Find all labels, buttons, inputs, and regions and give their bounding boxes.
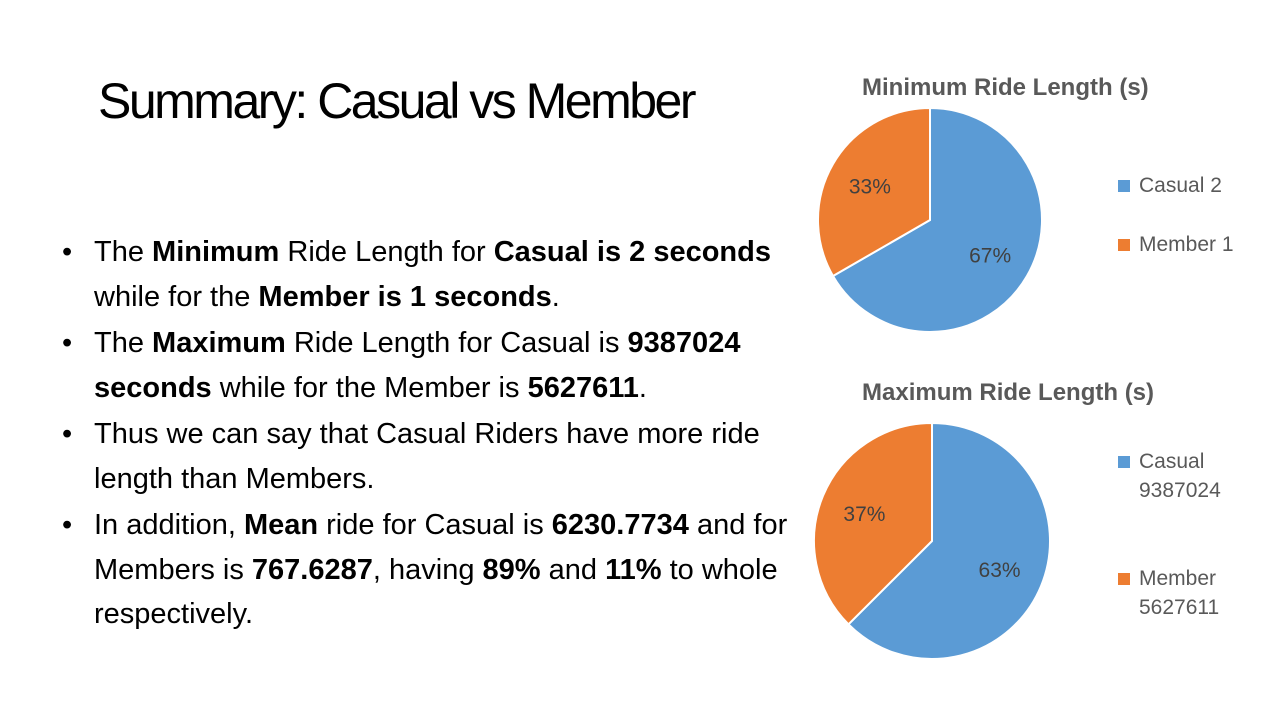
legend-label: Casual 9387024 xyxy=(1139,447,1221,505)
bullet-item: Thus we can say that Casual Riders have … xyxy=(60,412,800,501)
text-run: . xyxy=(638,371,647,404)
bold-text: 11% xyxy=(605,553,662,586)
text-run: . xyxy=(551,280,560,313)
pie-slice-casual xyxy=(847,421,1051,660)
text-run: Ride Length for xyxy=(279,236,494,268)
text-run: and xyxy=(540,553,606,586)
legend-text-line: 5627611 xyxy=(1139,596,1220,619)
text-run: , having xyxy=(372,553,483,586)
bold-text: Minimum xyxy=(152,236,280,268)
legend-text-line: 9387024 xyxy=(1139,479,1221,502)
chart-title: Minimum Ride Length (s) xyxy=(862,74,1149,101)
chart-title: Maximum Ride Length (s) xyxy=(862,379,1155,406)
text-run: and for Members is xyxy=(94,509,788,586)
text-run: while for the Member is xyxy=(211,371,528,404)
legend-label: Member 5627611 xyxy=(1139,564,1219,622)
legend-label: Casual 2 xyxy=(1139,171,1222,200)
pie-chart: 67% 33% xyxy=(817,106,1043,333)
bold-text: Maximum xyxy=(152,327,286,359)
bold-text: 6230.7734 xyxy=(551,509,689,541)
pie-chart: 63% 37% xyxy=(813,421,1051,660)
text-run: while for the xyxy=(94,280,259,313)
slice-data-label: 37% xyxy=(843,503,885,526)
text-run: ride for Casual is xyxy=(318,509,552,541)
legend-label: Member 1 xyxy=(1139,230,1234,259)
slide-title: Summary: Casual vs Member xyxy=(98,73,697,129)
slice-data-label: 33% xyxy=(849,175,891,198)
bold-text: 89% xyxy=(482,553,541,586)
legend-swatch-member xyxy=(1118,573,1130,585)
min-ride-length-chart: Minimum Ride Length (s) 67% 33% Casual 2 … xyxy=(800,60,1280,350)
legend-text-line: Member xyxy=(1139,567,1217,590)
bullet-item: The Minimum Ride Length for Casual is 2 … xyxy=(60,230,800,319)
bold-text: Member is 1 seconds xyxy=(258,280,552,313)
pie-slice-member xyxy=(817,106,931,278)
bold-text: 9387024 seconds xyxy=(94,327,741,404)
slice-data-label: 67% xyxy=(969,245,1011,268)
text-run: Ride Length for Casual is xyxy=(285,327,628,359)
text-run: The xyxy=(94,236,153,268)
bold-text: 5627611 xyxy=(527,371,639,404)
legend-swatch-member xyxy=(1118,239,1130,251)
text-run: to whole respectively. xyxy=(94,553,778,631)
max-ride-length-chart: Maximum Ride Length (s) 63% 37% Casual 938… xyxy=(800,365,1280,670)
bold-text: Mean xyxy=(243,509,319,541)
text-run: Thus we can say that Casual Riders have … xyxy=(94,418,760,495)
bullet-list: The Minimum Ride Length for Casual is 2 … xyxy=(60,230,800,639)
legend-text-line: Casual xyxy=(1139,450,1205,473)
legend-text-line: Casual 2 xyxy=(1139,174,1222,197)
pie-slice-casual xyxy=(831,106,1043,333)
slice-data-label: 63% xyxy=(979,559,1021,582)
legend-swatch-casual xyxy=(1118,456,1130,468)
legend-text-line: Member 1 xyxy=(1139,233,1234,256)
bold-text: 767.6287 xyxy=(251,553,373,586)
text-run: In addition, xyxy=(94,509,244,541)
legend-swatch-casual xyxy=(1118,180,1130,192)
text-run: The xyxy=(94,327,153,359)
pie-slice-member xyxy=(813,421,933,626)
bold-text: Casual is 2 seconds xyxy=(493,236,771,268)
bullet-item: In addition, Mean ride for Casual is 623… xyxy=(60,503,800,637)
bullet-item: The Maximum Ride Length for Casual is 93… xyxy=(60,321,800,410)
